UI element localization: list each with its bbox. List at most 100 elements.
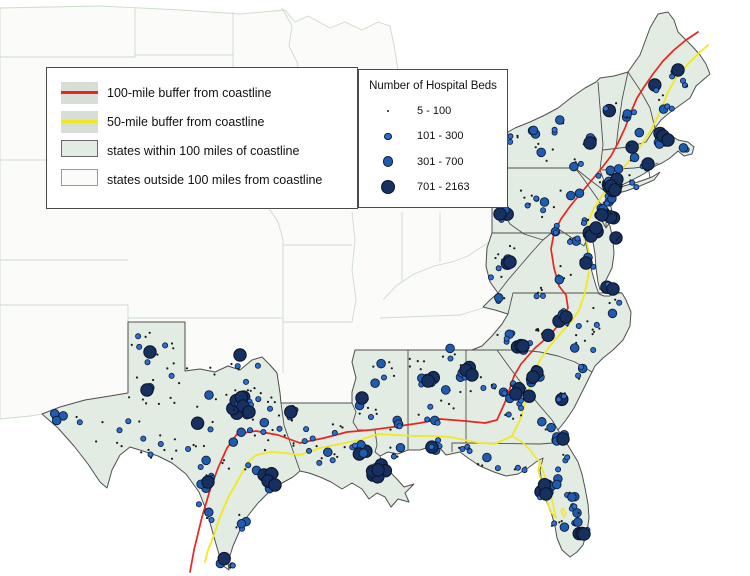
hospital-dot-s1 xyxy=(560,520,563,523)
hospital-dot-s1 xyxy=(270,396,273,399)
hospital-dot-s1 xyxy=(458,446,461,449)
hospital-dot-s3 xyxy=(201,455,211,466)
hospital-dot-s2 xyxy=(157,440,164,447)
hospital-dot-s4 xyxy=(465,368,479,382)
hospital-dot-s4 xyxy=(201,475,215,489)
hospital-dot-s2 xyxy=(116,427,123,434)
hospital-dot-s3 xyxy=(555,115,565,125)
hospital-dot-s1 xyxy=(569,273,572,276)
hospital-dot-s1 xyxy=(496,333,499,336)
hospital-dot-s2 xyxy=(552,229,559,236)
hospital-dot-s1 xyxy=(536,328,540,331)
hospital-dot-s3 xyxy=(566,190,576,201)
hospital-dot-s1 xyxy=(591,333,594,336)
hospital-dot-s1 xyxy=(222,459,226,462)
hospital-dot-s2 xyxy=(593,321,600,328)
hospital-dot-s2 xyxy=(208,517,215,524)
hospital-dot-s1 xyxy=(490,383,493,387)
hospital-dot-s1 xyxy=(152,378,155,382)
hospital-dot-s1 xyxy=(416,360,419,363)
hospital-dot-s4 xyxy=(606,282,620,296)
hospital-dot-s3 xyxy=(395,442,406,453)
hospital-dot-s2 xyxy=(197,463,204,470)
hospital-dot-s1 xyxy=(75,415,78,419)
hospital-dot-s1 xyxy=(615,102,618,105)
hospital-dot-s1 xyxy=(213,373,216,376)
hospital-dot-s3 xyxy=(376,358,386,369)
hospital-dot-s1 xyxy=(459,390,462,394)
hospital-dot-s2 xyxy=(331,429,338,436)
hospital-dot-s3 xyxy=(554,274,565,285)
hospital-dot-s2 xyxy=(135,333,142,340)
hospital-dot-s1 xyxy=(469,390,472,393)
hospital-dot-s1 xyxy=(569,237,572,240)
hospital-dot-s2 xyxy=(329,457,336,464)
hospital-dot-s3 xyxy=(605,165,616,176)
hospital-dot-s1 xyxy=(390,367,393,370)
hospital-dot-s1 xyxy=(534,146,537,149)
hospital-dot-s4 xyxy=(217,551,231,566)
hospital-dot-s4 xyxy=(641,157,655,171)
hospital-dot-s1 xyxy=(392,452,395,455)
hospital-dots-layer xyxy=(49,63,690,569)
hospital-dot-s1 xyxy=(95,440,98,443)
hospital-dot-s2 xyxy=(631,109,638,116)
hospital-dot-s3 xyxy=(51,415,62,426)
hospital-dot-s2 xyxy=(575,322,582,329)
hospital-dot-s2 xyxy=(551,520,558,527)
hospital-dot-s2 xyxy=(602,105,609,112)
hospital-dot-s2 xyxy=(185,445,192,452)
hospital-dot-s2 xyxy=(501,390,508,397)
hospital-dot-s1 xyxy=(540,288,543,292)
hospital-dot-s1 xyxy=(166,367,169,370)
hospital-dot-s1 xyxy=(170,457,174,460)
hospital-dot-s2 xyxy=(428,443,435,450)
hospital-dot-s2 xyxy=(555,396,562,403)
hospital-dot-s2 xyxy=(301,438,308,445)
hospital-dot-s1 xyxy=(333,453,336,456)
beds-size-symbol xyxy=(382,156,394,168)
hospital-dot-s3 xyxy=(574,188,585,198)
hospital-dot-s2 xyxy=(207,426,214,433)
hospital-dot-s1 xyxy=(661,94,665,97)
hospital-dot-s3 xyxy=(572,508,582,518)
hospital-dot-s1 xyxy=(516,134,519,137)
beds-size-label: 701 - 2163 xyxy=(417,181,470,194)
hospital-dot-s2 xyxy=(140,435,147,442)
hospital-dot-s1 xyxy=(598,327,601,330)
hospital-dot-s1 xyxy=(658,98,661,101)
hospital-dot-s4 xyxy=(625,140,639,154)
hospital-dot-s1 xyxy=(440,399,443,402)
hospital-dot-s1 xyxy=(503,297,506,300)
hospital-dot-s2 xyxy=(494,465,501,472)
hospital-dot-s1 xyxy=(577,377,581,380)
hospital-dot-s1 xyxy=(336,455,339,458)
hospital-dot-s3 xyxy=(573,517,583,527)
hospital-dot-s2 xyxy=(309,435,316,442)
legend-item-label: states outside 100 miles from coastline xyxy=(107,172,323,187)
hospital-dot-s1 xyxy=(140,451,143,454)
hospital-dot-s1 xyxy=(368,467,371,470)
hospital-dot-s1 xyxy=(577,511,580,515)
hospital-dot-s3 xyxy=(546,422,556,433)
hospital-dot-s1 xyxy=(559,265,562,268)
hospital-dot-s1 xyxy=(358,412,361,415)
hospital-dot-s2 xyxy=(629,179,636,186)
hospital-dot-s4 xyxy=(671,63,685,77)
hospital-dot-s1 xyxy=(244,468,247,471)
hospital-dot-s2 xyxy=(514,464,521,471)
hospital-dot-s1 xyxy=(592,330,596,333)
hospital-dot-s2 xyxy=(571,503,578,510)
hospital-dot-s3 xyxy=(440,385,451,395)
legend-item: 50-mile buffer from coastline xyxy=(61,107,357,136)
hospital-dot-s1 xyxy=(467,447,470,450)
hospital-dot-s4 xyxy=(371,463,385,477)
hospital-dot-s2 xyxy=(518,404,525,411)
hospital-dot-s1 xyxy=(185,367,189,370)
hospital-dot-s2 xyxy=(234,363,241,370)
hospital-dot-s1 xyxy=(563,392,566,395)
hospital-dot-s3 xyxy=(236,519,247,529)
hospital-dot-s3 xyxy=(607,308,618,319)
hospital-dot-s4 xyxy=(595,208,609,222)
